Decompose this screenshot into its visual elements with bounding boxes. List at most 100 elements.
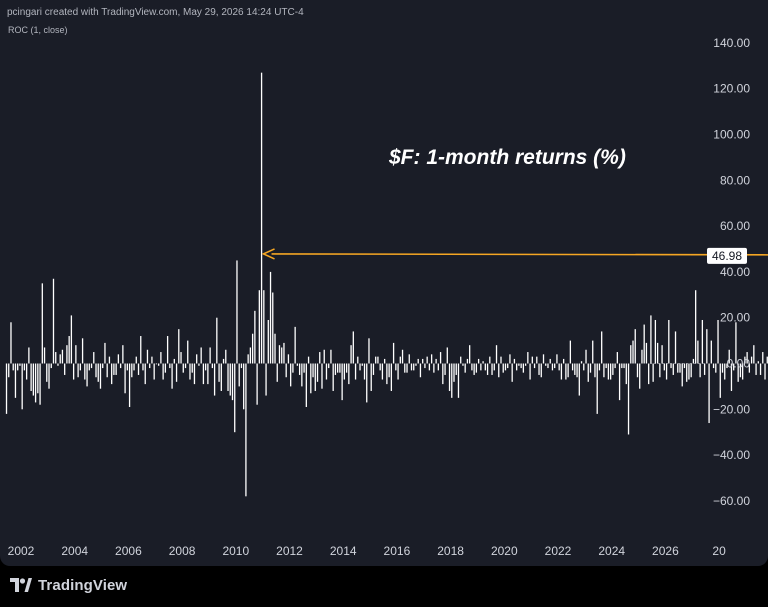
bar bbox=[240, 363, 243, 369]
y-tick-label: −20.00 bbox=[713, 402, 750, 416]
bar bbox=[17, 363, 19, 371]
bar bbox=[744, 356, 746, 364]
bar bbox=[482, 361, 484, 364]
bar bbox=[272, 292, 274, 364]
bar bbox=[413, 363, 415, 371]
bar bbox=[762, 352, 764, 364]
bar bbox=[128, 363, 131, 408]
bar bbox=[473, 363, 475, 375]
bar bbox=[97, 363, 99, 382]
arrow-line bbox=[271, 253, 768, 256]
bar bbox=[701, 319, 704, 364]
bar bbox=[184, 363, 187, 369]
bar bbox=[545, 363, 547, 366]
tradingview-footer[interactable]: TradingView bbox=[10, 574, 127, 596]
bar bbox=[48, 363, 50, 389]
bar bbox=[665, 363, 668, 380]
bar bbox=[68, 336, 70, 364]
bar bbox=[122, 345, 124, 364]
bar bbox=[151, 356, 153, 364]
bar bbox=[692, 358, 695, 364]
bar bbox=[218, 363, 220, 382]
bar bbox=[332, 363, 334, 391]
bar bbox=[717, 319, 719, 364]
bar bbox=[502, 363, 504, 373]
bar bbox=[14, 363, 17, 398]
bar bbox=[513, 358, 516, 364]
bar bbox=[477, 358, 480, 364]
bar bbox=[652, 363, 654, 382]
indicator-label[interactable]: ROC (1, close) bbox=[8, 25, 68, 35]
bar bbox=[88, 363, 90, 371]
bar bbox=[712, 363, 715, 369]
bar bbox=[383, 358, 386, 364]
bar bbox=[276, 363, 278, 382]
bar bbox=[193, 363, 196, 385]
bar bbox=[137, 363, 140, 375]
tradingview-logo-icon bbox=[10, 578, 32, 592]
bar bbox=[549, 358, 551, 364]
bar bbox=[57, 363, 59, 366]
bar bbox=[99, 363, 102, 389]
bar bbox=[536, 356, 538, 364]
bar bbox=[430, 354, 433, 364]
x-tick-label: 2018 bbox=[437, 544, 464, 558]
bar bbox=[748, 363, 751, 373]
bar bbox=[180, 352, 182, 364]
bar bbox=[352, 331, 354, 364]
bar bbox=[683, 363, 686, 369]
bar bbox=[442, 363, 444, 385]
bar bbox=[21, 363, 23, 410]
bar bbox=[605, 363, 607, 369]
bar bbox=[341, 363, 343, 401]
bar bbox=[730, 363, 733, 391]
bar bbox=[759, 363, 762, 375]
bar bbox=[19, 363, 21, 366]
bar bbox=[627, 363, 630, 435]
bar bbox=[8, 363, 10, 378]
bar bbox=[529, 363, 531, 380]
bar bbox=[625, 363, 627, 385]
bar bbox=[43, 347, 46, 364]
bar bbox=[721, 363, 724, 373]
bar bbox=[699, 363, 701, 378]
bar bbox=[173, 358, 175, 364]
x-tick-label: 2016 bbox=[384, 544, 411, 558]
bar bbox=[533, 363, 536, 369]
bar bbox=[81, 338, 84, 364]
annotation-layer bbox=[261, 248, 768, 260]
bar bbox=[500, 356, 502, 364]
bar bbox=[211, 363, 214, 369]
bar bbox=[670, 363, 672, 369]
bar bbox=[267, 319, 269, 364]
chart-panel: 140.00 120.00 100.00 80.00 60.00 40.00 20.00 0.… bbox=[0, 0, 768, 566]
bar bbox=[294, 326, 296, 364]
bar bbox=[697, 340, 699, 364]
bar bbox=[263, 290, 265, 364]
bar bbox=[90, 363, 93, 369]
chart-canvas[interactable]: 140.00 120.00 100.00 80.00 60.00 40.00 20.00 0.… bbox=[0, 0, 768, 566]
bar bbox=[388, 363, 390, 378]
bar bbox=[278, 345, 281, 364]
price-scale: 140.00 120.00 100.00 80.00 60.00 40.00 20.00 0.… bbox=[707, 36, 750, 508]
bar bbox=[162, 363, 164, 380]
bar bbox=[764, 363, 766, 380]
chart-title: $F: 1-month returns (%) bbox=[389, 146, 626, 169]
bar bbox=[34, 363, 37, 403]
bar bbox=[225, 349, 227, 364]
bar bbox=[95, 363, 97, 378]
bar bbox=[234, 363, 236, 433]
bar bbox=[153, 363, 155, 380]
bar bbox=[50, 363, 52, 369]
bar bbox=[417, 358, 419, 364]
bar bbox=[175, 363, 178, 382]
y-tick-label: 100.00 bbox=[713, 128, 750, 142]
bar bbox=[298, 363, 301, 375]
bar bbox=[495, 345, 498, 364]
bar bbox=[737, 363, 739, 382]
bar bbox=[587, 363, 589, 382]
bar bbox=[361, 363, 363, 366]
tradingview-brand: TradingView bbox=[38, 576, 128, 594]
bar bbox=[686, 363, 688, 382]
